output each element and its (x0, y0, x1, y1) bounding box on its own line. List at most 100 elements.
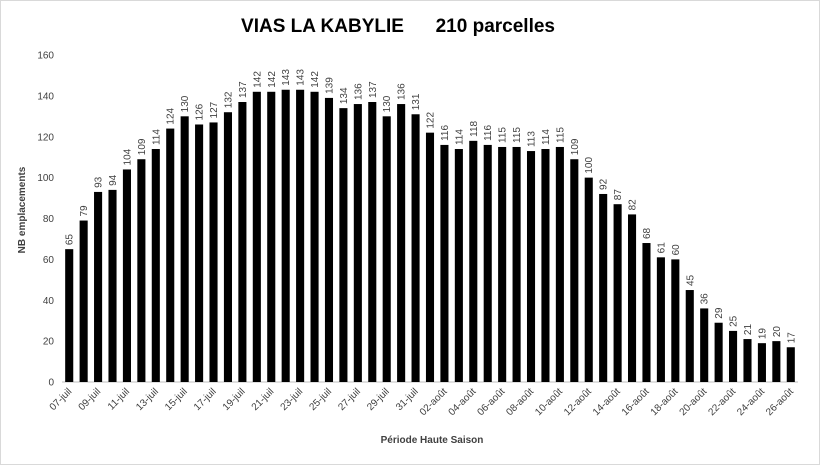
data-label: 115 (555, 127, 566, 143)
bar (94, 191, 103, 382)
data-label: 82 (628, 199, 639, 211)
data-label: 20 (772, 326, 783, 338)
bar (599, 193, 608, 382)
y-tick-label: 160 (37, 51, 54, 62)
bar (223, 112, 233, 382)
data-label: 115 (512, 127, 523, 143)
bar (541, 149, 550, 382)
bar (310, 91, 319, 382)
data-label: 130 (382, 95, 393, 112)
data-label: 142 (252, 71, 263, 88)
bar (353, 104, 362, 383)
bar (772, 341, 781, 382)
bar (714, 322, 723, 382)
data-label: 114 (541, 129, 552, 145)
data-label: 136 (397, 83, 408, 100)
data-label: 29 (714, 307, 725, 319)
bar (281, 89, 290, 383)
y-tick-label: 140 (37, 91, 54, 102)
data-label: 104 (122, 148, 133, 165)
data-label: 92 (599, 178, 610, 190)
data-label: 79 (79, 205, 90, 217)
bar (700, 308, 709, 382)
bar (454, 149, 463, 382)
bar (584, 177, 593, 382)
y-tick-label: 120 (37, 132, 54, 143)
data-label: 137 (368, 81, 379, 98)
bar (425, 132, 435, 382)
data-label: 109 (570, 138, 581, 155)
y-tick-label: 20 (43, 337, 55, 348)
x-axis-title: Période Haute Saison (381, 435, 484, 446)
y-tick-label: 0 (48, 378, 54, 389)
data-label: 130 (180, 95, 191, 112)
data-label: 93 (94, 176, 105, 188)
bar (122, 169, 131, 382)
bar (613, 204, 622, 382)
bar (267, 91, 276, 382)
bar (642, 243, 651, 382)
bar (570, 159, 579, 382)
bar (671, 259, 680, 382)
data-label: 134 (339, 87, 350, 104)
data-label: 21 (743, 324, 754, 336)
bar (743, 339, 752, 382)
y-tick-label: 40 (43, 296, 55, 307)
data-label: 142 (267, 71, 278, 88)
bar (324, 97, 334, 382)
bar (627, 214, 637, 382)
bar (137, 159, 146, 382)
data-label: 143 (281, 69, 292, 86)
data-label: 115 (498, 127, 509, 143)
data-label: 61 (656, 242, 667, 254)
bar (555, 146, 564, 382)
data-label: 60 (671, 244, 682, 256)
data-label: 131 (411, 93, 422, 110)
data-label: 136 (353, 83, 364, 100)
bar (498, 146, 507, 382)
data-label: 126 (195, 103, 206, 120)
y-tick-label: 80 (43, 214, 55, 225)
bar (296, 89, 305, 383)
bar (108, 189, 117, 382)
data-label: 114 (454, 129, 465, 145)
bar (209, 122, 218, 382)
bar (469, 140, 478, 382)
data-label: 116 (440, 125, 451, 141)
data-label: 25 (729, 315, 740, 327)
data-label: 19 (757, 328, 768, 340)
bar (397, 104, 406, 383)
data-label: 116 (483, 125, 494, 141)
bar (786, 347, 795, 382)
data-label: 113 (527, 131, 538, 147)
data-label: 94 (108, 174, 119, 186)
data-label: 122 (426, 112, 437, 129)
data-label: 114 (151, 129, 162, 145)
bar (440, 144, 449, 382)
data-label: 132 (223, 91, 234, 108)
y-tick-label: 100 (37, 173, 54, 184)
bar (656, 257, 665, 382)
data-label: 65 (65, 234, 76, 246)
bar (382, 116, 391, 382)
bar (65, 249, 74, 382)
bar (685, 290, 694, 382)
data-label: 100 (584, 157, 595, 174)
bar (166, 128, 175, 382)
data-label: 142 (310, 71, 321, 88)
data-label: 127 (209, 101, 220, 118)
data-label: 36 (700, 293, 711, 305)
bar (252, 91, 261, 382)
bar (526, 151, 536, 382)
bar (180, 116, 189, 382)
bar (411, 114, 420, 383)
bar (729, 330, 738, 382)
bar (368, 102, 377, 382)
bar (195, 124, 204, 383)
y-axis-title: NB emplacements (17, 166, 28, 253)
data-label: 118 (469, 120, 480, 136)
bar (757, 343, 766, 382)
data-label: 137 (238, 81, 249, 98)
bar (238, 102, 247, 382)
